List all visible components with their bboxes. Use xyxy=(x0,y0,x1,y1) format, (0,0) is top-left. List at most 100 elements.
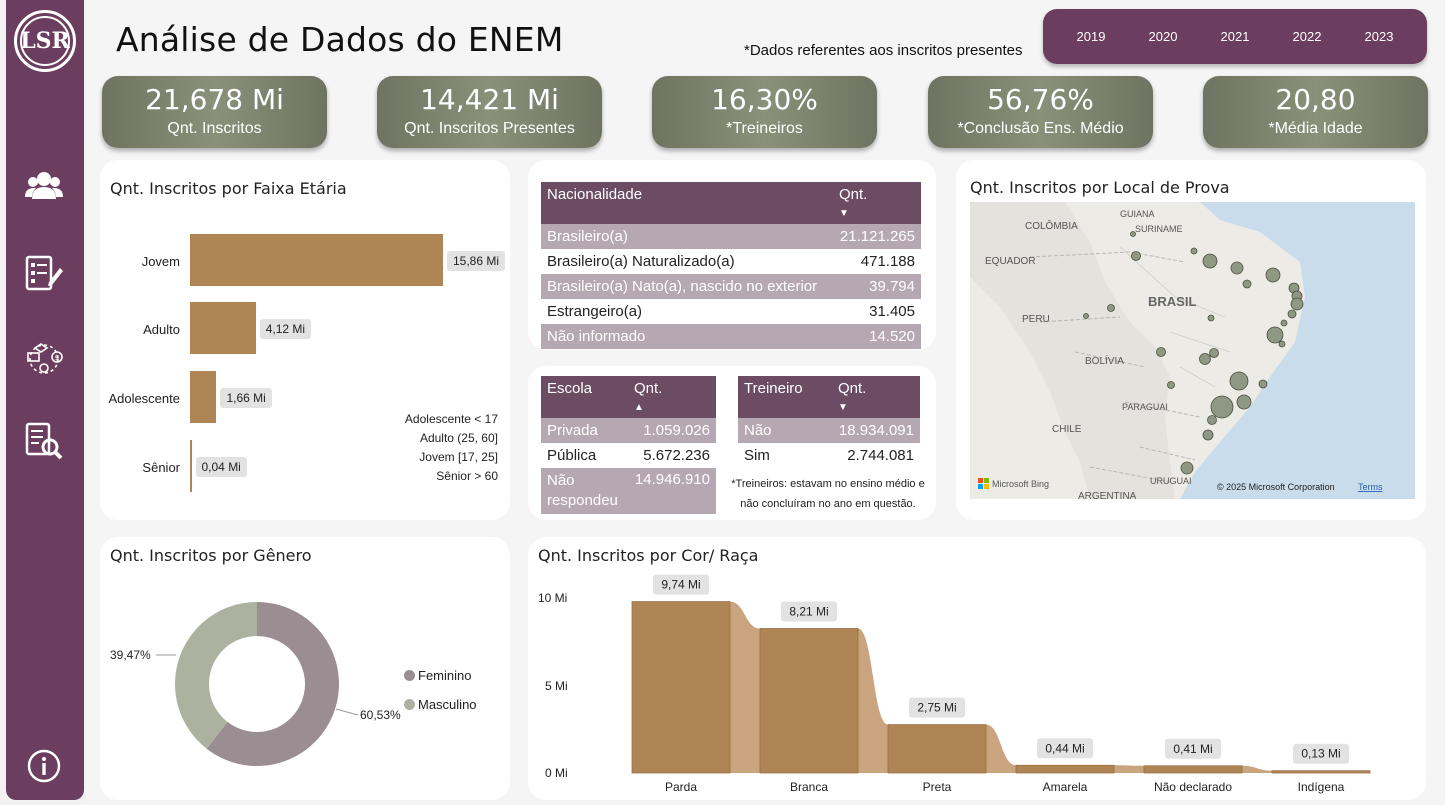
table-header[interactable]: Treineiro xyxy=(738,376,832,418)
age-note: Adulto (25, 60] xyxy=(419,431,498,445)
kpi-value: 16,30% xyxy=(711,83,818,116)
race-bar[interactable] xyxy=(759,628,859,774)
table-header-sort[interactable]: Qnt. ▼ xyxy=(833,182,921,224)
data-label-bg xyxy=(909,697,965,718)
table-row[interactable]: Brasileiro(a) 21.121.265 xyxy=(541,224,921,249)
table-row[interactable]: Sim 2.744.081 xyxy=(738,443,920,468)
race-data-label: 0,44 Mi xyxy=(1045,741,1084,755)
year-button[interactable]: 2019 xyxy=(1076,29,1106,44)
gender-chart-card: Qnt. Inscritos por Gênero 39,47% 60,53% … xyxy=(100,537,510,800)
donut-slice-feminino[interactable] xyxy=(206,602,340,766)
race-bar[interactable] xyxy=(1015,764,1115,774)
map-label: CHILE xyxy=(1052,424,1082,435)
ribbon xyxy=(1242,765,1272,773)
header-label: Qnt. xyxy=(838,380,867,397)
cell: 14.946.910 xyxy=(628,468,716,514)
kpi-label: *Conclusão Ens. Médio xyxy=(957,120,1124,137)
cell: 1.059.026 xyxy=(628,418,716,443)
legend-swatch xyxy=(404,699,415,710)
table-row[interactable]: Não respondeu 14.946.910 xyxy=(541,468,716,514)
age-note: Adolescente < 17 xyxy=(404,412,498,426)
year-button[interactable]: 2020 xyxy=(1148,29,1178,44)
map-label: COLÔMBIA xyxy=(1025,219,1078,232)
table-row[interactable]: Estrangeiro(a) 31.405 xyxy=(541,299,921,324)
info-icon[interactable] xyxy=(23,745,65,787)
year-button[interactable]: 2023 xyxy=(1364,29,1394,44)
kpi-card-inscritos: 21,678 Mi Qnt. Inscritos xyxy=(102,76,327,148)
map-label: ARGENTINA xyxy=(1078,491,1137,499)
race-bar[interactable] xyxy=(1271,770,1371,774)
header-label: Qnt. xyxy=(839,186,868,203)
page-title: Análise de Dados do ENEM xyxy=(116,20,564,59)
table-row[interactable]: Não informado 14.520 xyxy=(541,324,921,349)
document-search-icon[interactable] xyxy=(23,420,65,462)
year-selector: 2019 2020 2021 2022 2023 xyxy=(1043,9,1427,64)
brand-logo[interactable]: LSR xyxy=(14,10,76,72)
ribbon xyxy=(858,628,888,773)
age-bar[interactable] xyxy=(190,302,256,354)
age-category-label: Sênior xyxy=(142,460,180,475)
y-tick-label: 10 Mi xyxy=(538,591,568,605)
table-header-sort[interactable]: Qnt. ▲ xyxy=(628,376,716,418)
age-bar[interactable] xyxy=(190,440,192,492)
map-label: BRASIL xyxy=(1148,294,1196,309)
kpi-value: 14,421 Mi xyxy=(420,83,559,116)
table-header[interactable]: Escola xyxy=(541,376,628,418)
kpi-value: 56,76% xyxy=(987,83,1094,116)
users-icon[interactable] xyxy=(23,166,65,208)
age-bar[interactable] xyxy=(190,371,217,423)
age-data-label: 1,66 Mi xyxy=(220,388,272,408)
cell: Privada xyxy=(541,418,628,443)
race-bar[interactable] xyxy=(1143,765,1243,774)
table-header[interactable]: Nacionalidade xyxy=(541,182,833,224)
ribbon xyxy=(986,724,1016,773)
map-label: PARAGUAI xyxy=(1122,402,1168,412)
legend-item[interactable]: Feminino xyxy=(404,661,477,690)
age-data-label: 15,86 Mi xyxy=(447,251,506,271)
legend-label: Feminino xyxy=(418,668,472,683)
race-bar[interactable] xyxy=(631,601,731,774)
map-terms-link[interactable]: Terms xyxy=(1358,482,1383,492)
map-label: URUGUAI xyxy=(1150,476,1192,486)
age-chart-card: Qnt. Inscritos por Faixa Etária Adolesce… xyxy=(100,160,510,520)
legend-swatch xyxy=(404,670,415,681)
year-button[interactable]: 2021 xyxy=(1220,29,1250,44)
year-button[interactable]: 2022 xyxy=(1292,29,1322,44)
map-provider: Microsoft Bing xyxy=(992,479,1049,489)
form-edit-icon[interactable] xyxy=(23,252,65,294)
map-view[interactable]: COLÔMBIA GUIANA SURINAME EQUADOR PERU BR… xyxy=(970,202,1415,499)
table-header-sort[interactable]: Qnt. ▼ xyxy=(832,376,920,418)
cell: 5.672.236 xyxy=(643,447,710,464)
cell: 471.188 xyxy=(860,253,915,270)
race-chart-title: Qnt. Inscritos por Cor/ Raça xyxy=(538,546,759,565)
slice-label: 60,53% xyxy=(360,708,401,722)
age-chart-title: Qnt. Inscritos por Faixa Etária xyxy=(110,179,347,198)
race-bar[interactable] xyxy=(887,724,987,774)
race-category-label: Parda xyxy=(665,780,697,794)
legend-item[interactable]: Masculino xyxy=(404,690,477,719)
age-category-label: Jovem xyxy=(141,254,180,269)
table-row[interactable]: Não 18.934.091 xyxy=(738,418,920,443)
age-data-label: 0,04 Mi xyxy=(195,457,247,477)
kpi-value: 20,80 xyxy=(1275,83,1356,116)
table-row[interactable]: Pública 5.672.236 xyxy=(541,443,716,468)
donut-slice-masculino[interactable] xyxy=(175,602,257,749)
table-row[interactable]: Privada 1.059.026 xyxy=(541,418,716,443)
y-tick-label: 0 Mi xyxy=(545,766,568,780)
table-row[interactable]: Brasileiro(a) Nato(a), nascido no exteri… xyxy=(541,274,921,299)
school-finance-icon[interactable]: $ xyxy=(23,338,65,380)
table-row[interactable]: Brasileiro(a) Naturalizado(a) 471.188 xyxy=(541,249,921,274)
kpi-label: *Treineiros xyxy=(726,120,803,137)
age-bar[interactable] xyxy=(190,234,443,286)
kpi-value: 21,678 Mi xyxy=(145,83,284,116)
gender-donut: 39,47% 60,53% xyxy=(110,602,401,766)
race-category-label: Não declarado xyxy=(1154,780,1232,794)
data-label-bg xyxy=(653,574,709,595)
page-subtitle: *Dados referentes aos inscritos presente… xyxy=(744,42,1023,59)
race-data-label: 0,41 Mi xyxy=(1173,742,1212,756)
kpi-label: *Média Idade xyxy=(1268,120,1363,137)
race-category-label: Indígena xyxy=(1298,780,1345,794)
race-category-label: Preta xyxy=(923,780,952,794)
cell: Não respondeu xyxy=(541,468,628,514)
age-category-label: Adulto xyxy=(143,322,180,337)
